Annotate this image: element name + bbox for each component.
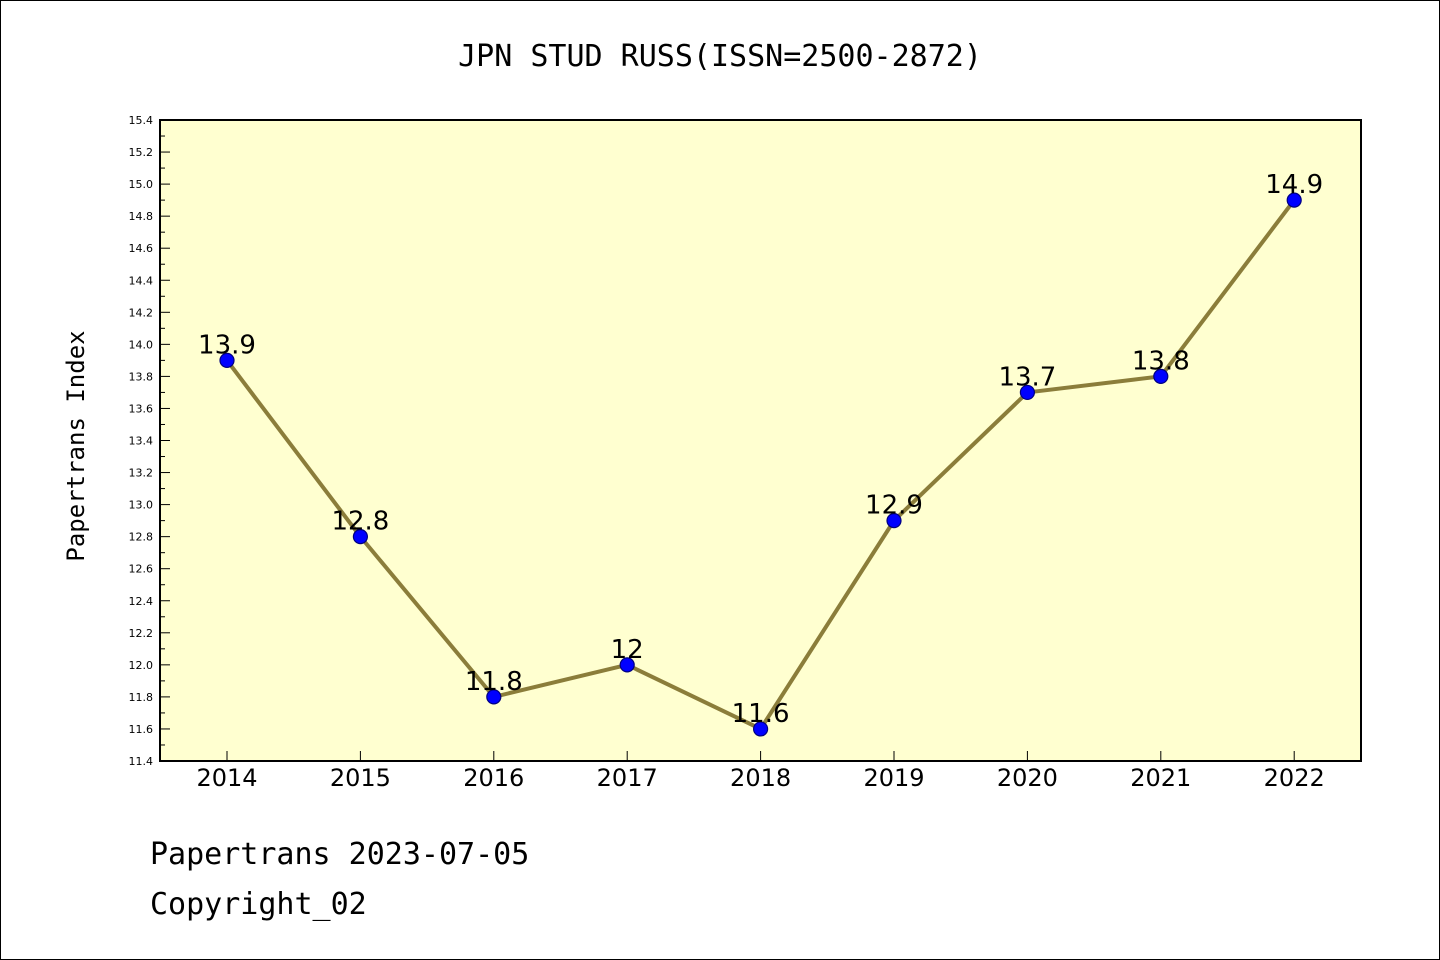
data-label: 13.8: [1132, 346, 1190, 376]
y-tick-label: 14.4: [129, 274, 154, 287]
x-tick-label: 2020: [997, 764, 1058, 792]
y-tick-label: 13.8: [129, 370, 154, 383]
data-point: [486, 689, 502, 705]
x-tick-label: 2017: [597, 764, 658, 792]
y-tick-label: 14.8: [129, 210, 154, 223]
y-tick-label: 12.2: [129, 627, 154, 640]
data-point: [752, 721, 769, 737]
chart-title: JPN STUD RUSS(ISSN=2500-2872): [458, 39, 982, 74]
data-label: 11.8: [465, 667, 523, 697]
data-series: [219, 192, 1302, 737]
data-point: [219, 352, 235, 368]
footer-date: Papertrans 2023-07-05: [150, 837, 529, 872]
y-tick-label: 14.0: [129, 338, 154, 351]
plot-area: [159, 119, 1362, 762]
data-labels: 13.9 12.8 11.8 12 11.6 12.9 13.7 13.8 14.9: [198, 170, 1323, 729]
y-tick-label: 13.2: [129, 467, 154, 480]
x-tick-label: 2014: [196, 764, 257, 792]
x-tick-label: 2018: [730, 764, 791, 792]
y-tick-label: 14.6: [129, 242, 154, 255]
y-tick-label: 15.2: [129, 146, 154, 159]
x-tick-label: 2015: [330, 764, 391, 792]
y-tick-label: 11.6: [129, 723, 154, 736]
data-label: 12.8: [331, 507, 389, 537]
y-tick-label: 14.2: [129, 306, 154, 319]
data-point: [886, 513, 902, 529]
x-tick-label: 2016: [463, 764, 524, 792]
y-tick-label: 12.8: [129, 531, 154, 544]
data-point: [1019, 384, 1036, 401]
y-tick-label: 11.8: [129, 691, 154, 704]
footer-copyright: Copyright_02: [150, 887, 367, 922]
y-tick-label: 13.4: [129, 435, 154, 448]
data-point: [1153, 368, 1169, 384]
data-label: 12.9: [865, 491, 923, 521]
data-point: [619, 657, 635, 673]
y-tick-label: 13.6: [129, 402, 154, 415]
data-point: [352, 529, 368, 545]
data-label: 14.9: [1265, 170, 1323, 200]
x-axis: 2014 2015 2016 2017 2018 2019 2020 2021 2022: [196, 751, 1325, 792]
x-tick-label: 2019: [863, 764, 924, 792]
y-tick-label: 15.4: [129, 114, 154, 127]
data-label: 11.6: [732, 699, 790, 729]
x-tick-label: 2021: [1130, 764, 1191, 792]
data-label: 13.7: [998, 362, 1056, 392]
y-tick-label: 12.4: [129, 595, 154, 608]
y-tick-label: 12.0: [129, 659, 154, 672]
data-label: 13.9: [198, 330, 256, 360]
y-tick-label: 13.0: [129, 499, 154, 512]
data-label: 12: [611, 635, 644, 665]
y-axis: 11.4 11.6 11.8 12.0 12.2 12.4 12.6 12.8 13.0 13.2…: [129, 114, 170, 768]
y-tick-label: 12.6: [129, 563, 154, 576]
y-axis-label: Papertrans Index: [62, 330, 90, 561]
data-point: [1286, 192, 1302, 208]
x-tick-label: 2022: [1264, 764, 1325, 792]
y-tick-label: 15.0: [129, 178, 154, 191]
y-tick-label: 11.4: [129, 755, 154, 768]
